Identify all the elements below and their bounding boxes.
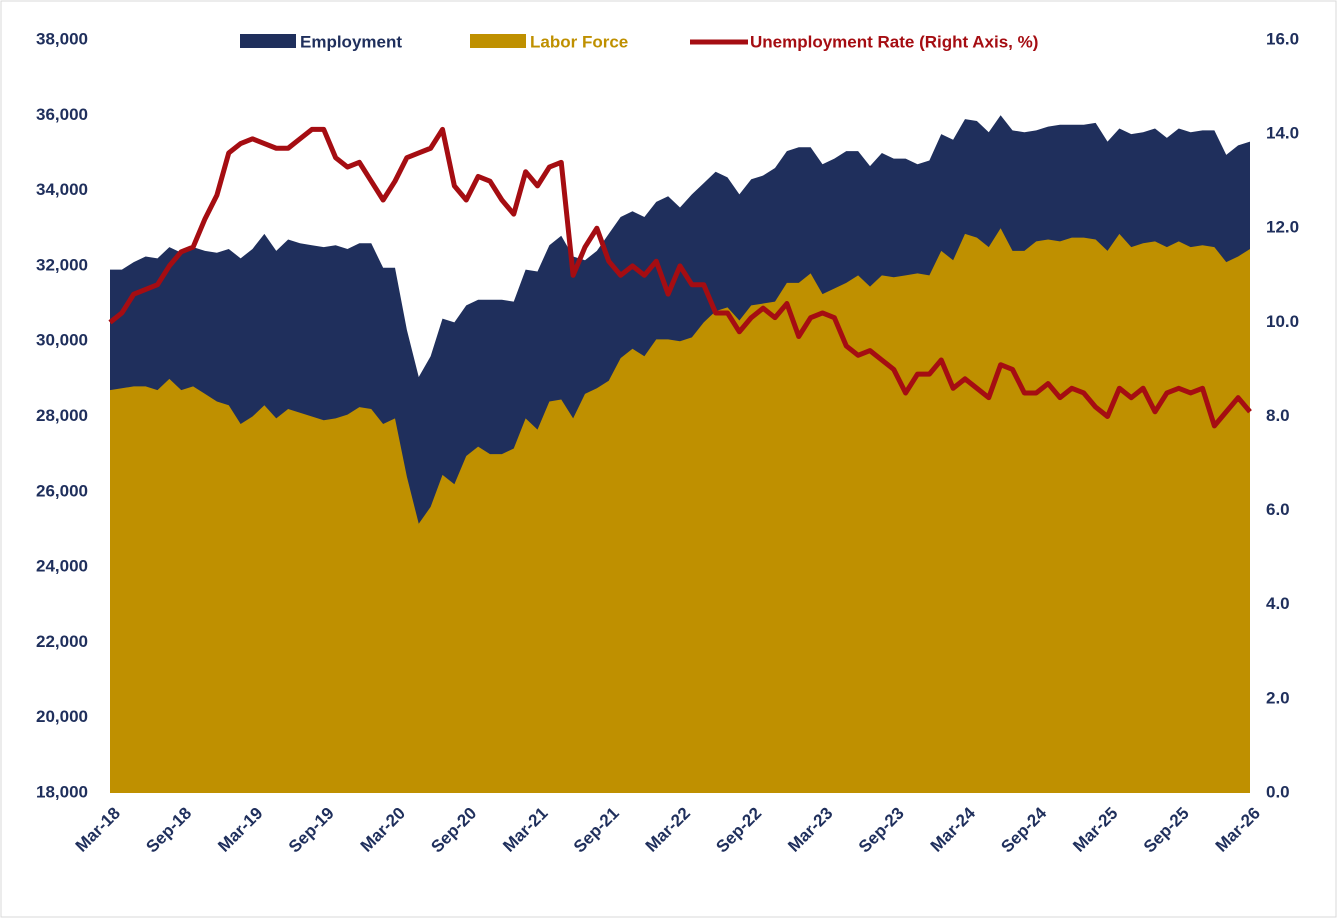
y2-tick-label: 2.0: [1266, 688, 1290, 707]
y2-tick-label: 10.0: [1266, 312, 1299, 331]
y2-tick-label: 16.0: [1266, 29, 1299, 48]
legend-swatch: [240, 34, 296, 48]
y2-tick-label: 12.0: [1266, 218, 1299, 237]
y-tick-label: 26,000: [36, 481, 88, 500]
legend-label: Unemployment Rate (Right Axis, %): [750, 32, 1038, 51]
y-tick-label: 36,000: [36, 105, 88, 124]
y-tick-label: 20,000: [36, 707, 88, 726]
area: [110, 228, 1250, 793]
legend-swatch: [470, 34, 526, 48]
legend-label: Labor Force: [530, 32, 628, 51]
y-tick-label: 30,000: [36, 331, 88, 350]
y-tick-label: 34,000: [36, 180, 88, 199]
y-tick-label: 18,000: [36, 782, 88, 801]
y2-tick-label: 14.0: [1266, 124, 1299, 143]
y2-tick-label: 6.0: [1266, 500, 1290, 519]
y-tick-label: 24,000: [36, 557, 88, 576]
y-tick-label: 38,000: [36, 29, 88, 48]
y2-tick-label: 0.0: [1266, 782, 1290, 801]
line: [108, 126, 1252, 429]
y2-tick-label: 4.0: [1266, 594, 1290, 613]
y-tick-label: 28,000: [36, 406, 88, 425]
y2-tick-label: 8.0: [1266, 406, 1290, 425]
legend-label: Employment: [300, 32, 402, 51]
y-tick-label: 32,000: [36, 255, 88, 274]
y-tick-label: 22,000: [36, 632, 88, 651]
